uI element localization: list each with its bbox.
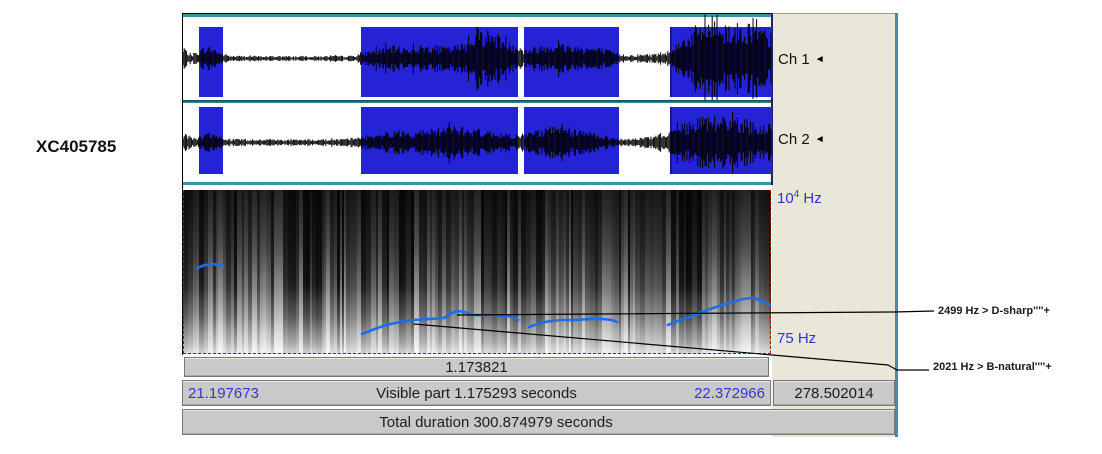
- channel-separator-rule: [183, 100, 771, 103]
- waveform-channel-1[interactable]: [182, 14, 772, 103]
- freq-base: 10: [777, 190, 794, 207]
- window-top-teal-rule: [182, 14, 771, 17]
- channel-1-label: Ch 1: [778, 51, 810, 68]
- spectrogram-canvas[interactable]: [183, 190, 771, 354]
- freq-unit: Hz: [803, 190, 822, 207]
- pitch-callout-label-dsharp: 2499 Hz > D-sharp''''+: [938, 305, 1050, 317]
- visible-part-label: Visible part 1.175293 seconds: [376, 384, 577, 402]
- remaining-duration-value: 278.502014: [794, 384, 874, 402]
- window-left-border: [182, 13, 183, 355]
- speaker-icon[interactable]: ◄: [814, 133, 825, 145]
- waveform-channel-2[interactable]: [182, 103, 772, 182]
- window-top-border: [182, 13, 773, 14]
- freq-exponent: 4: [793, 189, 800, 200]
- window-end-time: 22.372966: [694, 384, 765, 402]
- channel-2-label: Ch 2: [778, 131, 810, 148]
- spectrogram-max-frequency-label: 104 Hz: [777, 189, 822, 207]
- waveform-bottom-teal-rule: [183, 182, 771, 185]
- right-info-panel: [772, 13, 895, 437]
- pitch-callout-label-bnatural: 2021 Hz > B-natural''''+: [933, 361, 1052, 373]
- selection-duration-bar[interactable]: 1.173821: [184, 357, 769, 377]
- remaining-duration-bar[interactable]: 278.502014: [773, 380, 895, 406]
- total-duration-label: Total duration 300.874979 seconds: [379, 413, 613, 431]
- waveform-trace-ch1: [182, 14, 772, 103]
- channel-1-tag: Ch 1 ◄: [778, 51, 825, 68]
- channel-2-tag: Ch 2 ◄: [778, 131, 825, 148]
- window-start-time: 21.197673: [188, 384, 259, 402]
- recording-id-label: XC405785: [36, 137, 117, 156]
- speaker-icon[interactable]: ◄: [814, 53, 825, 65]
- right-edge-rule: [895, 13, 898, 437]
- waveform-trace-ch2: [182, 112, 772, 173]
- visible-part-bar[interactable]: 21.197673 Visible part 1.175293 seconds …: [182, 380, 771, 406]
- spectrogram-shading: [183, 190, 771, 354]
- selection-duration-value: 1.173821: [445, 358, 508, 376]
- total-duration-bar[interactable]: Total duration 300.874979 seconds: [182, 409, 895, 435]
- window-right-border: [771, 13, 773, 185]
- spectrogram-min-frequency-label: 75 Hz: [777, 330, 817, 347]
